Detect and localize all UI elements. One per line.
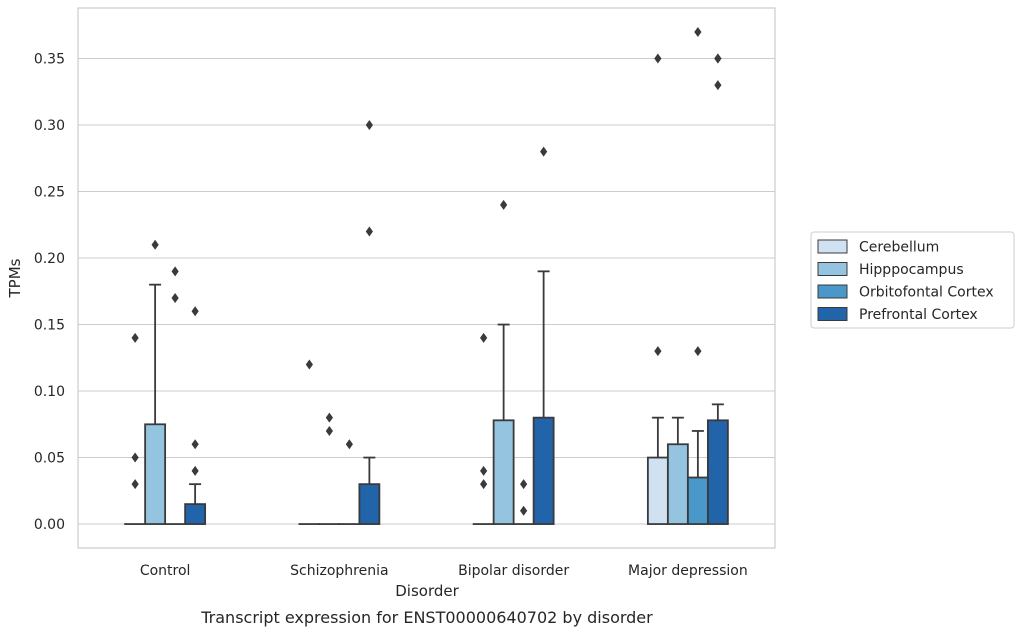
outlier-point xyxy=(520,505,528,516)
bar xyxy=(686,476,709,525)
x-axis-ticks: Control Schizophrenia Bipolar disorder Majo… xyxy=(140,563,748,579)
outlier-point xyxy=(714,80,722,91)
plot-frame xyxy=(77,7,776,549)
bar xyxy=(144,423,167,525)
x-axis-label: Disorder xyxy=(395,582,459,600)
outlier-point xyxy=(654,53,662,64)
bar xyxy=(666,443,689,525)
outlier-point xyxy=(345,439,353,450)
legend-swatch xyxy=(817,239,848,254)
outlier-point xyxy=(480,465,488,476)
y-tick-label: 0.35 xyxy=(34,52,65,68)
bar xyxy=(532,416,555,525)
outlier-point xyxy=(325,412,333,423)
y-tick-label: 0.30 xyxy=(34,118,65,134)
outlier-point xyxy=(325,425,333,436)
outlier-point xyxy=(500,199,508,210)
chart-caption: Transcript expression for ENST0000064070… xyxy=(200,608,653,627)
outlier-point xyxy=(131,332,139,343)
y-axis-label: TPMs xyxy=(6,258,24,298)
bar xyxy=(358,483,381,525)
bars xyxy=(124,26,729,525)
outlier-point xyxy=(714,53,722,64)
outlier-point xyxy=(171,292,179,303)
y-tick-label: 0.10 xyxy=(34,384,65,400)
outlier-point xyxy=(654,346,662,357)
outlier-point xyxy=(131,479,139,490)
legend-swatch xyxy=(817,262,848,276)
outlier-point xyxy=(480,332,488,343)
outlier-point xyxy=(694,346,702,357)
x-tick-label: Bipolar disorder xyxy=(458,563,569,579)
outlier-point xyxy=(151,239,159,250)
outlier-point xyxy=(480,479,488,490)
legend-label: Hipppocampus xyxy=(859,262,964,278)
outlier-point xyxy=(694,26,702,37)
outlier-point xyxy=(520,479,528,490)
outlier-point xyxy=(540,146,548,157)
x-tick-label: Schizophrenia xyxy=(290,563,388,579)
outlier-point xyxy=(365,226,373,237)
legend-frame xyxy=(810,231,1015,329)
legend-swatch xyxy=(817,307,848,321)
outlier-point xyxy=(131,452,139,463)
outlier-point xyxy=(305,359,313,370)
legend-label: Prefrontal Cortex xyxy=(859,307,978,323)
y-tick-label: 0.15 xyxy=(34,318,65,334)
bar xyxy=(492,419,515,525)
y-tick-label: 0.25 xyxy=(34,185,65,201)
legend-label: Orbitofontal Cortex xyxy=(859,285,994,301)
legend-label: Cerebellum xyxy=(859,240,939,256)
legend: Cerebellum Hipppocampus Orbitofontal Corte… xyxy=(810,231,1015,329)
x-tick-label: Major depression xyxy=(628,563,748,579)
outlier-point xyxy=(191,306,199,317)
x-tick-label: Control xyxy=(140,563,191,579)
y-tick-label: 0.05 xyxy=(34,451,65,467)
bar xyxy=(646,456,669,525)
bar xyxy=(184,503,207,525)
y-axis-ticks: 0.00 0.05 0.10 0.15 0.20 0.25 0.30 0.35 xyxy=(34,52,65,534)
outlier-point xyxy=(191,465,199,476)
y-tick-label: 0.00 xyxy=(34,517,65,533)
bar xyxy=(706,419,729,525)
legend-swatch xyxy=(817,284,848,299)
outlier-point xyxy=(171,266,179,277)
outlier-point xyxy=(191,439,199,450)
grid-lines xyxy=(78,58,775,525)
y-tick-label: 0.20 xyxy=(34,251,65,267)
outlier-point xyxy=(365,120,373,131)
